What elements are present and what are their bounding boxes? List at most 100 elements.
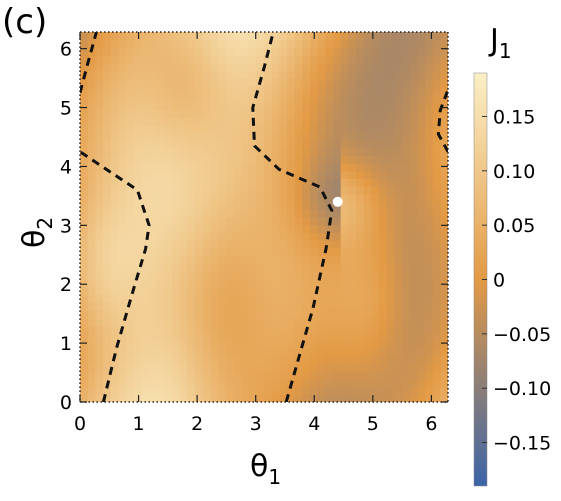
y-tick-label: 0	[60, 392, 72, 414]
heatmap-cell	[95, 240, 104, 249]
heatmap-cell	[440, 47, 448, 56]
heatmap-cell	[126, 47, 135, 56]
heatmap-cell	[164, 93, 173, 102]
heatmap-cell	[348, 32, 357, 41]
heatmap-cell	[348, 394, 357, 402]
heatmap-cell	[87, 139, 96, 149]
heatmap-cell	[294, 101, 303, 110]
heatmap-cell	[95, 386, 104, 395]
heatmap-cell	[179, 324, 188, 334]
heatmap-cell	[279, 286, 288, 295]
heatmap-cell	[149, 340, 158, 349]
heatmap-cell	[195, 70, 204, 79]
heatmap-cell	[141, 116, 150, 126]
heatmap-cell	[440, 224, 448, 234]
heatmap-cell	[440, 147, 448, 156]
heatmap-cell	[225, 186, 234, 195]
heatmap-cell	[432, 240, 441, 249]
heatmap-cell	[333, 155, 342, 164]
heatmap-cell	[340, 193, 349, 203]
heatmap-cell	[110, 170, 119, 180]
heatmap-cell	[287, 132, 296, 141]
heatmap-cell	[110, 332, 119, 341]
heatmap-cell	[241, 263, 250, 272]
heatmap-cell	[95, 340, 104, 349]
heatmap-cell	[379, 286, 388, 295]
heatmap-cell	[386, 78, 395, 87]
heatmap-cell	[187, 294, 196, 303]
heatmap-cell	[195, 201, 204, 210]
heatmap-cell	[440, 348, 448, 357]
heatmap-cell	[195, 363, 204, 372]
heatmap-cell	[233, 101, 242, 110]
y-tick-label: 3	[60, 215, 72, 237]
heatmap-cell	[409, 101, 418, 110]
heatmap-cell	[164, 247, 173, 257]
heatmap-cell	[156, 332, 165, 341]
heatmap-cell	[118, 186, 127, 195]
heatmap-cell	[302, 301, 311, 311]
heatmap-cell	[164, 340, 173, 349]
heatmap-cell	[409, 278, 418, 287]
heatmap-cell	[179, 55, 188, 64]
heatmap-cell	[264, 340, 273, 349]
heatmap-cell	[156, 309, 165, 318]
heatmap-cell	[379, 124, 388, 133]
heatmap-cell	[218, 240, 227, 249]
heatmap-cell	[80, 155, 89, 164]
heatmap-cell	[133, 47, 142, 56]
heatmap-cell	[218, 217, 227, 226]
heatmap-cell	[348, 124, 357, 133]
heatmap-cell	[409, 224, 418, 234]
heatmap-cell	[409, 247, 418, 257]
heatmap-cell	[233, 32, 242, 41]
heatmap-cell	[118, 217, 127, 226]
heatmap-cell	[425, 93, 434, 102]
heatmap-cell	[248, 363, 257, 372]
heatmap-cell	[164, 332, 173, 341]
heatmap-cell	[110, 317, 119, 326]
heatmap-cell	[271, 247, 280, 257]
heatmap-cell	[379, 139, 388, 149]
heatmap-cell	[103, 355, 112, 365]
colorbar-title: J1	[488, 23, 512, 63]
heatmap-cell	[310, 163, 319, 172]
heatmap-cell	[225, 278, 234, 287]
heatmap-cell	[149, 255, 158, 264]
heatmap-cell	[425, 340, 434, 349]
heatmap-cell	[256, 132, 265, 141]
heatmap-cell	[95, 286, 104, 295]
heatmap-cell	[417, 247, 426, 257]
heatmap-cell	[340, 355, 349, 365]
heatmap-cell	[279, 186, 288, 195]
heatmap-cell	[425, 101, 434, 110]
heatmap-cell	[294, 186, 303, 195]
heatmap-cell	[218, 116, 227, 126]
heatmap-cell	[103, 363, 112, 372]
heatmap-cell	[302, 55, 311, 64]
heatmap-cell	[409, 155, 418, 164]
heatmap-cell	[287, 201, 296, 210]
heatmap-cell	[294, 132, 303, 141]
heatmap-cell	[172, 240, 181, 249]
heatmap-cell	[149, 217, 158, 226]
heatmap-cell	[302, 32, 311, 41]
heatmap-cell	[363, 394, 372, 402]
heatmap-cell	[103, 270, 112, 280]
heatmap-cell	[95, 332, 104, 341]
heatmap-cell	[80, 309, 89, 318]
heatmap-cell	[340, 232, 349, 241]
heatmap-cell	[302, 186, 311, 195]
heatmap-cell	[379, 270, 388, 280]
heatmap-cell	[118, 78, 127, 87]
heatmap-cell	[432, 340, 441, 349]
heatmap-cell	[302, 217, 311, 226]
heatmap-cell	[440, 78, 448, 87]
heatmap-cell	[126, 78, 135, 87]
heatmap-cell	[87, 170, 96, 180]
heatmap-cell	[440, 217, 448, 226]
heatmap-cell	[233, 348, 242, 357]
heatmap-cell	[118, 340, 127, 349]
heatmap-cell	[425, 55, 434, 64]
